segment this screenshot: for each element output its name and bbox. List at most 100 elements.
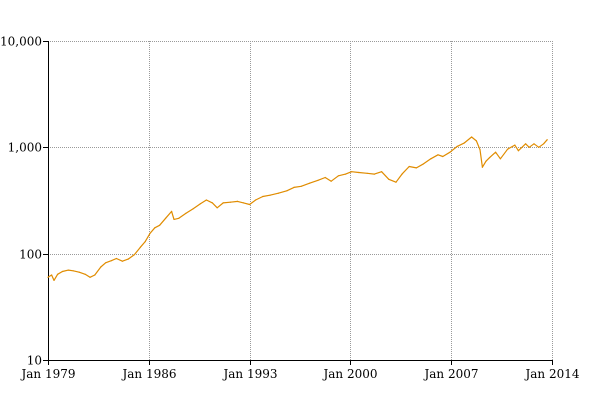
data-point [395,181,397,183]
data-point [388,178,390,180]
data-point [105,262,107,264]
data-point [351,171,353,173]
data-point [538,146,540,148]
data-point [408,165,410,168]
data-point [243,202,245,204]
data-point [222,202,224,204]
data-point [185,212,187,214]
data-point [517,150,520,152]
data-point [525,143,527,145]
data-point [423,163,425,165]
data-point [115,257,117,260]
data-point [84,273,86,275]
data-point [47,276,49,278]
x-tick-label: Jan 1979 [19,367,75,381]
data-point [463,142,465,144]
data-point [192,208,194,210]
data-point [216,207,218,209]
data-point [237,200,239,202]
data-point [277,192,279,194]
data-point [67,269,69,271]
data-point [173,218,175,220]
data-point [475,140,477,142]
data-point [72,270,74,272]
data-point [121,260,123,262]
data-point [51,274,53,276]
data-point [442,155,444,158]
data-point [546,139,548,141]
data-point [100,266,102,268]
data-point [89,276,91,278]
data-point [53,279,55,281]
data-point [269,194,271,196]
data-point [381,171,383,173]
x-tick-label: Jan 1986 [120,367,176,381]
data-point [249,203,251,206]
data-point [345,173,347,175]
data-point [159,224,161,226]
data-point [528,146,530,148]
data-point [485,160,487,162]
data-point [479,149,481,151]
data-point [324,176,326,179]
data-point [543,143,545,145]
data-point [430,158,432,160]
y-tick-label: 100 [19,248,42,262]
data-point [401,173,403,175]
x-tick-label: Jan 1993 [221,367,277,381]
axes [43,41,553,365]
data-point [330,180,332,182]
data-point [293,186,295,188]
data-point [495,151,497,153]
series-layer [47,136,548,281]
data-point [144,241,146,243]
x-tick-label: Jan 2014 [523,367,579,381]
data-point [456,145,458,147]
data-point [317,179,319,181]
data-point [358,171,360,174]
data-point [165,217,167,219]
data-point [255,199,257,201]
data-point [415,167,417,169]
data-point [178,217,180,219]
data-point [139,246,141,248]
data-point [533,143,535,145]
data-point [373,173,375,175]
data-point [286,190,288,192]
y-tick-label: 1,000 [8,141,42,155]
data-point [211,202,213,204]
x-tick-label: Jan 2000 [321,367,377,381]
data-point [300,185,302,187]
tick-labels: 10 100 1,000 10,000 Jan 1979 Jan 1986 Jan 1993… [0,35,580,382]
data-point [78,271,80,273]
data-point [111,260,113,262]
data-point [262,195,264,198]
data-point [149,232,151,234]
data-point [57,273,59,275]
data-point [337,175,339,177]
data-point [449,151,451,153]
data-point [481,166,483,168]
data-point [94,274,96,276]
data-point [61,270,64,273]
y-tick-label: 10 [27,354,42,368]
data-point [489,157,491,159]
data-point [205,199,207,201]
x-tick-label: Jan 2007 [422,367,478,381]
data-point [171,210,173,212]
data-point [471,136,473,138]
data-point [229,201,231,203]
data-point [154,227,156,229]
data-point [499,158,501,160]
data-point [133,254,135,256]
data-point [507,148,509,150]
data-point [127,258,129,260]
data-point [437,154,439,156]
data-point [309,182,311,184]
data-point [366,172,368,174]
data-point [514,144,516,146]
data-point [199,203,201,205]
y-tick-label: 10,000 [0,35,42,49]
